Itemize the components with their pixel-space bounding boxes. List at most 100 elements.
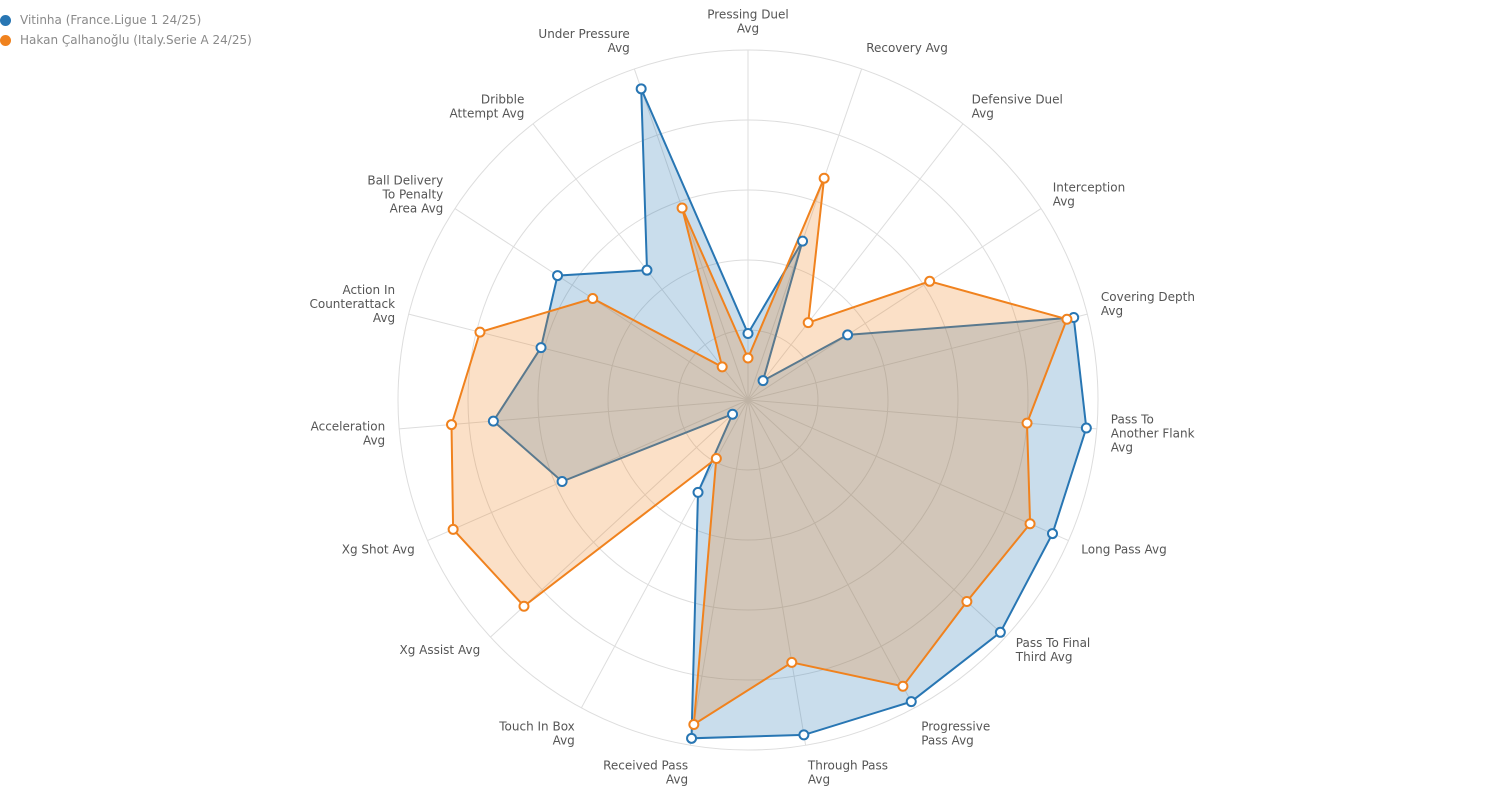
series-0-point-9 bbox=[798, 729, 810, 741]
series-0-point-14 bbox=[487, 415, 499, 427]
series-1-point-7 bbox=[961, 595, 973, 607]
series-1-point-13 bbox=[447, 523, 459, 535]
axis-label-16: Ball Delivery To Penalty Area Avg bbox=[367, 173, 443, 215]
series-1-point-6 bbox=[1024, 518, 1036, 530]
series-1-point-15 bbox=[474, 326, 486, 338]
axis-label-line: Avg bbox=[553, 734, 575, 748]
axis-label-line: Avg bbox=[1101, 304, 1123, 318]
axis-label-3: Interception Avg bbox=[1053, 180, 1126, 208]
axis-label-line: Pressing Duel bbox=[707, 8, 789, 22]
series-0-point-0 bbox=[742, 328, 754, 339]
axis-label-line: Pass Avg bbox=[921, 734, 974, 748]
grid-spoke bbox=[747, 123, 964, 401]
series-0-point-12 bbox=[727, 408, 739, 420]
axis-label-line: Long Pass Avg bbox=[1081, 543, 1166, 557]
axis-label-line: Avg bbox=[808, 773, 830, 787]
series-area-0 bbox=[492, 88, 1088, 740]
axis-label-5: Pass To Another Flank Avg bbox=[1111, 413, 1195, 455]
axis-label-line: Avg bbox=[608, 41, 630, 55]
legend-label: Vitinha (France.Ligue 1 24/25) bbox=[20, 13, 202, 27]
axis-label-line: Avg bbox=[666, 773, 688, 787]
axis-label-6: Long Pass Avg bbox=[1081, 543, 1166, 557]
series-0-point-13 bbox=[556, 476, 568, 488]
series-1-point-11 bbox=[710, 452, 722, 464]
axis-label-14: Acceleration Avg bbox=[311, 420, 386, 448]
axis-label-line: Avg bbox=[1053, 194, 1075, 208]
axis-label-line: Pass To Final bbox=[1016, 636, 1090, 650]
grid-spoke bbox=[490, 399, 749, 638]
axis-label-line: Progressive bbox=[921, 720, 990, 734]
series-1-point-10 bbox=[688, 719, 700, 731]
axis-label-line: Avg bbox=[737, 22, 759, 36]
axis-label-line: Xg Assist Avg bbox=[399, 643, 480, 657]
series-area-1 bbox=[450, 177, 1069, 727]
series-1-point-17 bbox=[716, 361, 728, 373]
axis-label-line: Area Avg bbox=[390, 201, 444, 215]
axis-label-line: Xg Shot Avg bbox=[342, 543, 415, 557]
axis-label-line: Dribble bbox=[481, 92, 524, 106]
axis-label-10: Received Pass Avg bbox=[603, 759, 688, 787]
axis-label-7: Pass To Final Third Avg bbox=[1015, 636, 1090, 664]
axis-label-line: Counterattack bbox=[309, 297, 395, 311]
axis-label-line: Avg bbox=[1111, 441, 1133, 455]
axis-label-9: Through Pass Avg bbox=[807, 759, 888, 787]
grid-spoke bbox=[633, 68, 749, 401]
series-1-point-12 bbox=[518, 600, 530, 612]
series-1-point-3 bbox=[924, 275, 936, 287]
series-1-point-4 bbox=[1061, 313, 1073, 325]
series-0-point-1 bbox=[797, 235, 809, 247]
axis-label-line: To Penalty bbox=[382, 187, 444, 201]
legend-label: Hakan Çalhanoğlu (Italy.Serie A 24/25) bbox=[20, 33, 252, 47]
axis-label-line: Avg bbox=[972, 106, 994, 120]
grid-spoke bbox=[427, 399, 749, 542]
series-0-point-5 bbox=[1080, 422, 1092, 434]
axis-label-18: Under Pressure Avg bbox=[538, 27, 629, 55]
series-1-point-18 bbox=[676, 202, 688, 214]
axis-label-line: Pass To bbox=[1111, 413, 1154, 427]
series-0-point-8 bbox=[905, 696, 917, 708]
series-0-point-3 bbox=[842, 329, 854, 341]
legend-item-vitinha[interactable]: Vitinha (France.Ligue 1 24/25) bbox=[0, 10, 252, 30]
axis-label-line: Third Avg bbox=[1015, 650, 1073, 664]
axis-label-line: Defensive Duel bbox=[972, 92, 1063, 106]
grid-spoke bbox=[532, 123, 749, 401]
radar-grid bbox=[397, 49, 1099, 751]
series-1-point-1 bbox=[818, 172, 830, 184]
grid-spoke bbox=[747, 399, 1069, 542]
axis-label-17: Dribble Attempt Avg bbox=[450, 92, 525, 120]
legend-item-calhanoglu[interactable]: Hakan Çalhanoğlu (Italy.Serie A 24/25) bbox=[0, 30, 252, 50]
series-0-point-10 bbox=[686, 732, 698, 744]
series-1-point-16 bbox=[587, 293, 599, 305]
axis-label-line: Recovery Avg bbox=[866, 41, 948, 55]
series-1-point-5 bbox=[1021, 417, 1033, 429]
axis-label-line: Avg bbox=[373, 311, 395, 325]
series-0-point-11 bbox=[692, 486, 704, 498]
axis-label-1: Recovery Avg bbox=[866, 41, 948, 55]
grid-spoke bbox=[408, 313, 749, 401]
grid-spoke bbox=[747, 399, 1006, 638]
axis-label-line: Ball Delivery bbox=[367, 173, 443, 187]
grid-spoke bbox=[580, 399, 749, 709]
series-1-point-14 bbox=[446, 419, 458, 431]
legend: Vitinha (France.Ligue 1 24/25) Hakan Çal… bbox=[0, 10, 252, 50]
grid-spoke bbox=[399, 399, 749, 430]
grid-spoke bbox=[747, 68, 863, 401]
series-0-point-18 bbox=[635, 83, 647, 95]
axis-label-line: Through Pass bbox=[807, 759, 888, 773]
grid-spoke bbox=[747, 399, 916, 709]
axis-label-line: Interception bbox=[1053, 180, 1126, 194]
axis-label-0: Pressing Duel Avg bbox=[707, 8, 789, 36]
legend-dot-icon bbox=[0, 34, 11, 46]
series-0-point-15 bbox=[535, 342, 547, 354]
series-1-point-9 bbox=[786, 656, 798, 668]
axis-label-line: Under Pressure bbox=[538, 27, 629, 41]
series-0-point-17 bbox=[641, 264, 653, 276]
series-1-point-8 bbox=[897, 680, 909, 692]
axis-label-12: Xg Assist Avg bbox=[399, 643, 480, 657]
axis-label-line: Acceleration bbox=[311, 420, 386, 434]
grid-spoke bbox=[747, 208, 1042, 401]
legend-dot-icon bbox=[0, 14, 11, 26]
axis-label-line: Received Pass bbox=[603, 759, 688, 773]
grid-spoke bbox=[689, 399, 749, 746]
